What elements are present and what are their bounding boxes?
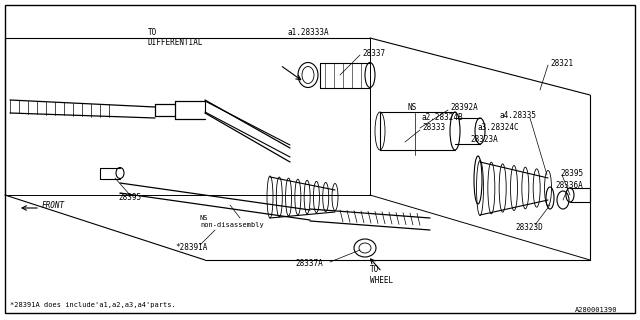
Text: TO
DIFFERENTIAL: TO DIFFERENTIAL (148, 28, 204, 47)
Text: NS: NS (408, 103, 417, 113)
Text: FRONT: FRONT (42, 201, 65, 210)
Text: *28391A: *28391A (175, 244, 207, 252)
Text: 28337: 28337 (362, 49, 385, 58)
Text: a4.28335: a4.28335 (500, 111, 537, 121)
Text: *28391A does include'a1,a2,a3,a4'parts.: *28391A does include'a1,a2,a3,a4'parts. (10, 302, 176, 308)
Text: 28333: 28333 (422, 124, 445, 132)
Text: a1.28333A: a1.28333A (288, 28, 330, 37)
Text: 28395: 28395 (118, 194, 141, 203)
Text: a3.28324C: a3.28324C (478, 124, 520, 132)
Text: 28321: 28321 (550, 59, 573, 68)
Text: 28392A: 28392A (450, 103, 477, 113)
Text: 28336A: 28336A (555, 181, 583, 190)
Text: 28337A: 28337A (295, 259, 323, 268)
Text: 28323A: 28323A (470, 135, 498, 145)
Text: 28395: 28395 (560, 169, 583, 178)
Text: 28323D: 28323D (515, 223, 543, 233)
Text: A280001390: A280001390 (575, 307, 618, 313)
Text: NS
non-disassembly: NS non-disassembly (200, 215, 264, 228)
Text: a2.28324B: a2.28324B (422, 114, 463, 123)
Text: TO
WHEEL: TO WHEEL (370, 265, 393, 285)
